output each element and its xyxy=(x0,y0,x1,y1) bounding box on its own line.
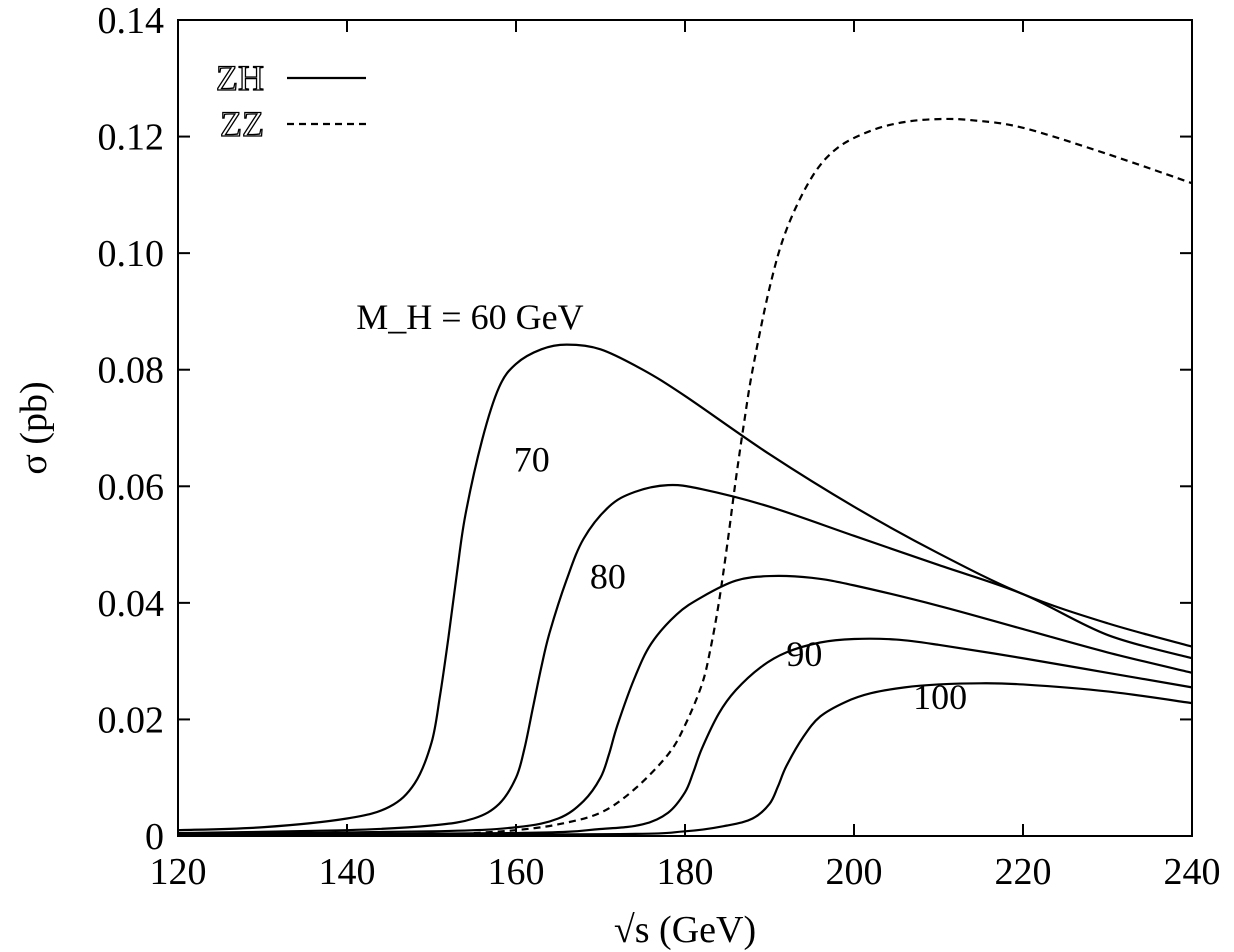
legend: ZH ZZ xyxy=(215,57,366,145)
x-tick-label: 200 xyxy=(826,851,883,893)
x-axis-title: √s (GeV) xyxy=(614,909,756,951)
x-tick-label: 140 xyxy=(319,851,376,893)
y-tick-label: 0.14 xyxy=(98,0,165,42)
series-line-zh-3 xyxy=(177,637,1193,836)
curve-label: M_H = 60 GeV xyxy=(356,297,583,337)
curve-label: 90 xyxy=(786,634,822,674)
plot-frame xyxy=(177,19,1193,837)
curve-label: 100 xyxy=(913,677,967,717)
legend-label: ZH xyxy=(216,58,264,98)
y-tick-label: 0.08 xyxy=(98,350,165,392)
x-tick-label: 160 xyxy=(488,851,545,893)
curve-labels: M_H = 60 GeV 70 80 90 100 xyxy=(356,297,967,717)
legend-label: ZZ xyxy=(220,104,264,144)
series-line-zh-0 xyxy=(177,343,1193,832)
x-tick-label: 180 xyxy=(657,851,714,893)
series-line-zh-2 xyxy=(177,574,1193,836)
y-tick-label: 0.02 xyxy=(98,699,165,741)
axis-ticks xyxy=(177,19,1193,837)
y-axis-title: σ (pb) xyxy=(13,381,55,474)
x-tick-label: 220 xyxy=(995,851,1052,893)
y-tick-label: 0.04 xyxy=(98,583,165,625)
y-tick-label: 0.12 xyxy=(98,117,165,159)
x-tick-label: 120 xyxy=(150,851,207,893)
y-tick-label: 0.10 xyxy=(98,233,165,275)
series-line-zh-1 xyxy=(177,483,1193,835)
curve-label: 80 xyxy=(590,556,626,596)
curve-label: 70 xyxy=(514,440,550,480)
series-line-zz xyxy=(473,117,1193,835)
x-tick-label: 240 xyxy=(1164,851,1221,893)
y-tick-label: 0 xyxy=(145,816,164,858)
y-tick-label: 0.06 xyxy=(98,466,165,508)
series-group xyxy=(177,117,1193,837)
series-line-zh-4 xyxy=(177,682,1193,837)
axis-tick-labels: 120 140 160 180 200 220 240 0 0.02 0.04 0.06 0.08 0.… xyxy=(98,0,1221,893)
